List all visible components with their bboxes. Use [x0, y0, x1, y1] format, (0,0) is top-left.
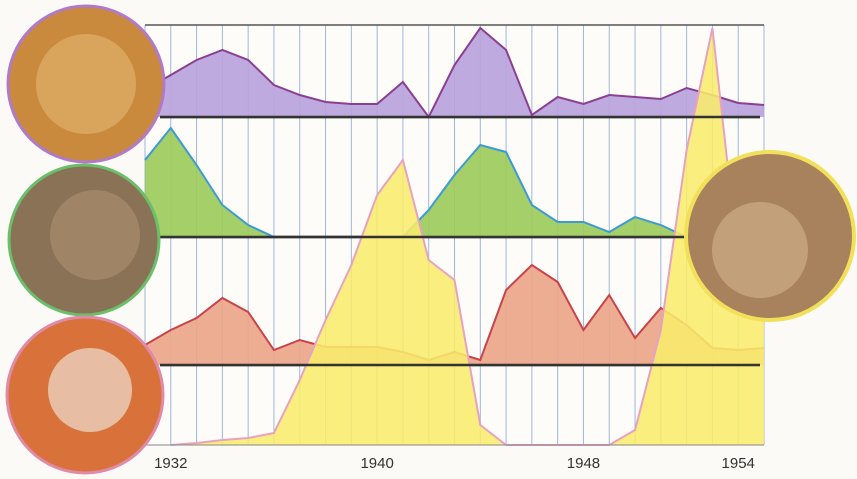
hare-face	[712, 202, 808, 298]
x-tick-label: 1940	[360, 455, 393, 472]
x-tick-label: 1932	[154, 455, 187, 472]
fox-face	[48, 348, 132, 432]
plot-area: 1932 1940 1948 1954	[145, 25, 764, 472]
x-tick-label: 1954	[722, 455, 755, 472]
chart: 1932 1940 1948 1954	[0, 0, 857, 479]
x-tick-label: 1948	[567, 455, 600, 472]
wolf-face	[50, 190, 140, 280]
lynx-face	[36, 34, 136, 134]
